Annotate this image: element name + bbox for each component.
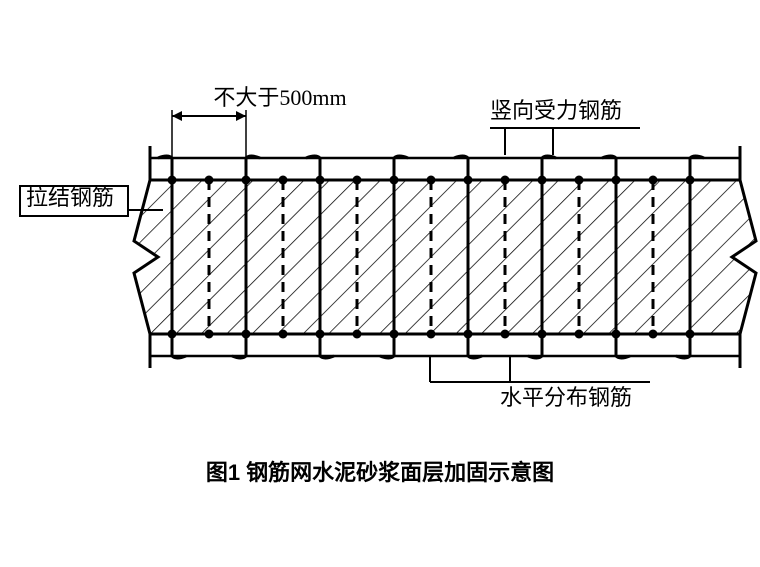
diagram-svg: 不大于500mm 竖向受力钢筋拉结钢筋水平分布钢筋图1 钢筋网水泥砂浆面层加固示意…: [0, 0, 760, 567]
rebar-dot-bot: [649, 330, 658, 339]
rebar-dot-top: [242, 176, 251, 185]
rebar-dot-bot: [279, 330, 288, 339]
rebar-dot-bot: [427, 330, 436, 339]
rebar-dot-bot: [538, 330, 547, 339]
rebar-dot-top: [612, 176, 621, 185]
callout-horiz-rebar: 水平分布钢筋: [500, 385, 632, 410]
rebar-dot-bot: [205, 330, 214, 339]
rebar-dot-top: [464, 176, 473, 185]
rebar-dot-top: [168, 176, 177, 185]
rebar-dot-top: [575, 176, 584, 185]
dim-arrow-left: [172, 111, 182, 121]
rebar-dot-bot: [464, 330, 473, 339]
dim-label: 不大于500mm: [213, 85, 346, 110]
figure-caption: 图1 钢筋网水泥砂浆面层加固示意图: [206, 460, 554, 485]
rebar-dot-bot: [353, 330, 362, 339]
rebar-dot-top: [538, 176, 547, 185]
callout-vertical-rebar: 竖向受力钢筋: [490, 98, 622, 123]
rebar-dot-bot: [501, 330, 510, 339]
wall-hatch: [134, 180, 756, 334]
rebar-dot-bot: [168, 330, 177, 339]
rebar-dot-bot: [612, 330, 621, 339]
rebar-dot-top: [316, 176, 325, 185]
rebar-dot-bot: [575, 330, 584, 339]
rebar-dot-bot: [242, 330, 251, 339]
rebar-dot-top: [649, 176, 658, 185]
rebar-dot-top: [501, 176, 510, 185]
dim-arrow-right: [236, 111, 246, 121]
rebar-dot-bot: [316, 330, 325, 339]
rebar-dot-bot: [686, 330, 695, 339]
callout-tie-rebar: 拉结钢筋: [26, 185, 114, 210]
rebar-dot-top: [353, 176, 362, 185]
rebar-dot-bot: [390, 330, 399, 339]
rebar-dot-top: [390, 176, 399, 185]
rebar-dot-top: [205, 176, 214, 185]
rebar-dot-top: [686, 176, 695, 185]
rebar-dot-top: [279, 176, 288, 185]
rebar-dot-top: [427, 176, 436, 185]
